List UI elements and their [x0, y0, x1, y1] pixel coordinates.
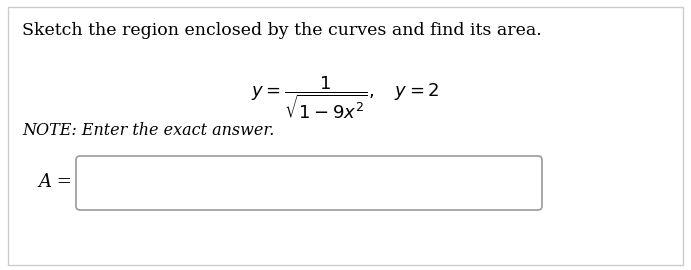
FancyBboxPatch shape	[76, 156, 542, 210]
Text: A =: A =	[38, 173, 72, 191]
Text: Sketch the region enclosed by the curves and find its area.: Sketch the region enclosed by the curves…	[22, 22, 542, 39]
Text: $y = \dfrac{1}{\sqrt{1 - 9x^2}},\quad y = 2$: $y = \dfrac{1}{\sqrt{1 - 9x^2}},\quad y …	[251, 75, 439, 122]
FancyBboxPatch shape	[8, 7, 683, 265]
Text: NOTE: Enter the exact answer.: NOTE: Enter the exact answer.	[22, 122, 274, 139]
